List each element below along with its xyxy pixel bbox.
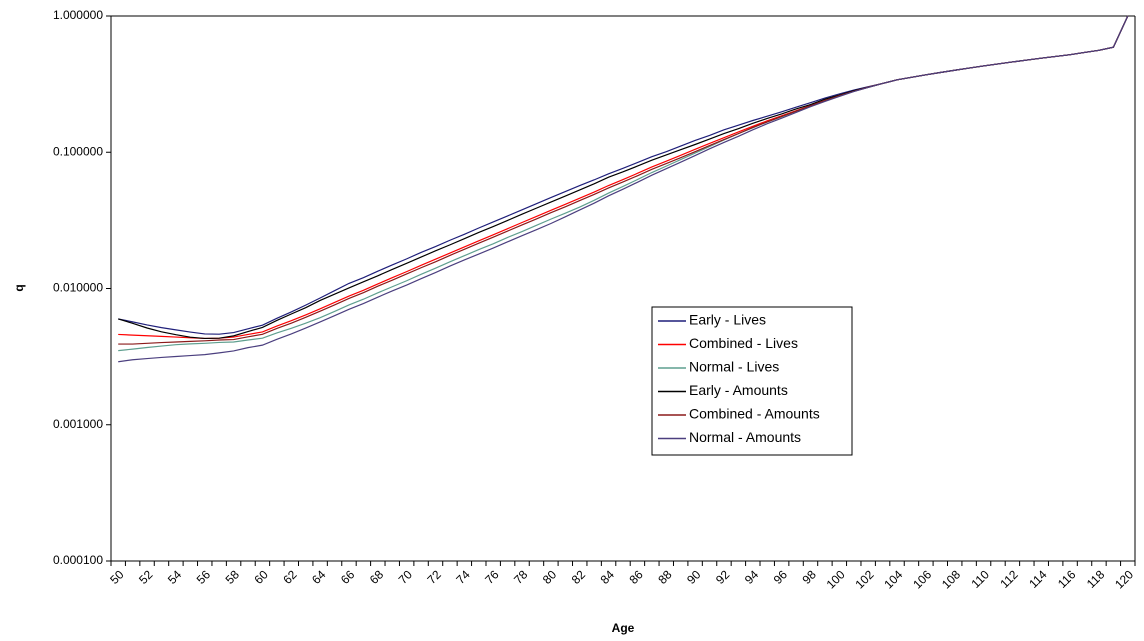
- legend-label: Early - Lives: [689, 312, 766, 328]
- legend-label: Normal - Amounts: [689, 429, 801, 445]
- legend-label: Early - Amounts: [689, 382, 788, 398]
- x-axis-title: Age: [612, 621, 635, 635]
- y-tick-label: 0.010000: [53, 281, 103, 295]
- y-axis-title: q: [12, 284, 26, 291]
- legend-label: Normal - Lives: [689, 359, 779, 375]
- legend: Early - Lives Combined - Lives Normal - Li…: [651, 306, 853, 456]
- legend-label: Combined - Amounts: [689, 406, 820, 422]
- y-tick-label: 1.000000: [53, 8, 103, 22]
- series-line: [118, 15, 1129, 363]
- y-tick-label: 0.001000: [53, 417, 103, 431]
- legend-box: [651, 306, 853, 456]
- y-tick-label: 0.000100: [53, 553, 103, 567]
- legend-label: Combined - Lives: [689, 335, 798, 351]
- y-tick-label: 0.100000: [53, 144, 103, 158]
